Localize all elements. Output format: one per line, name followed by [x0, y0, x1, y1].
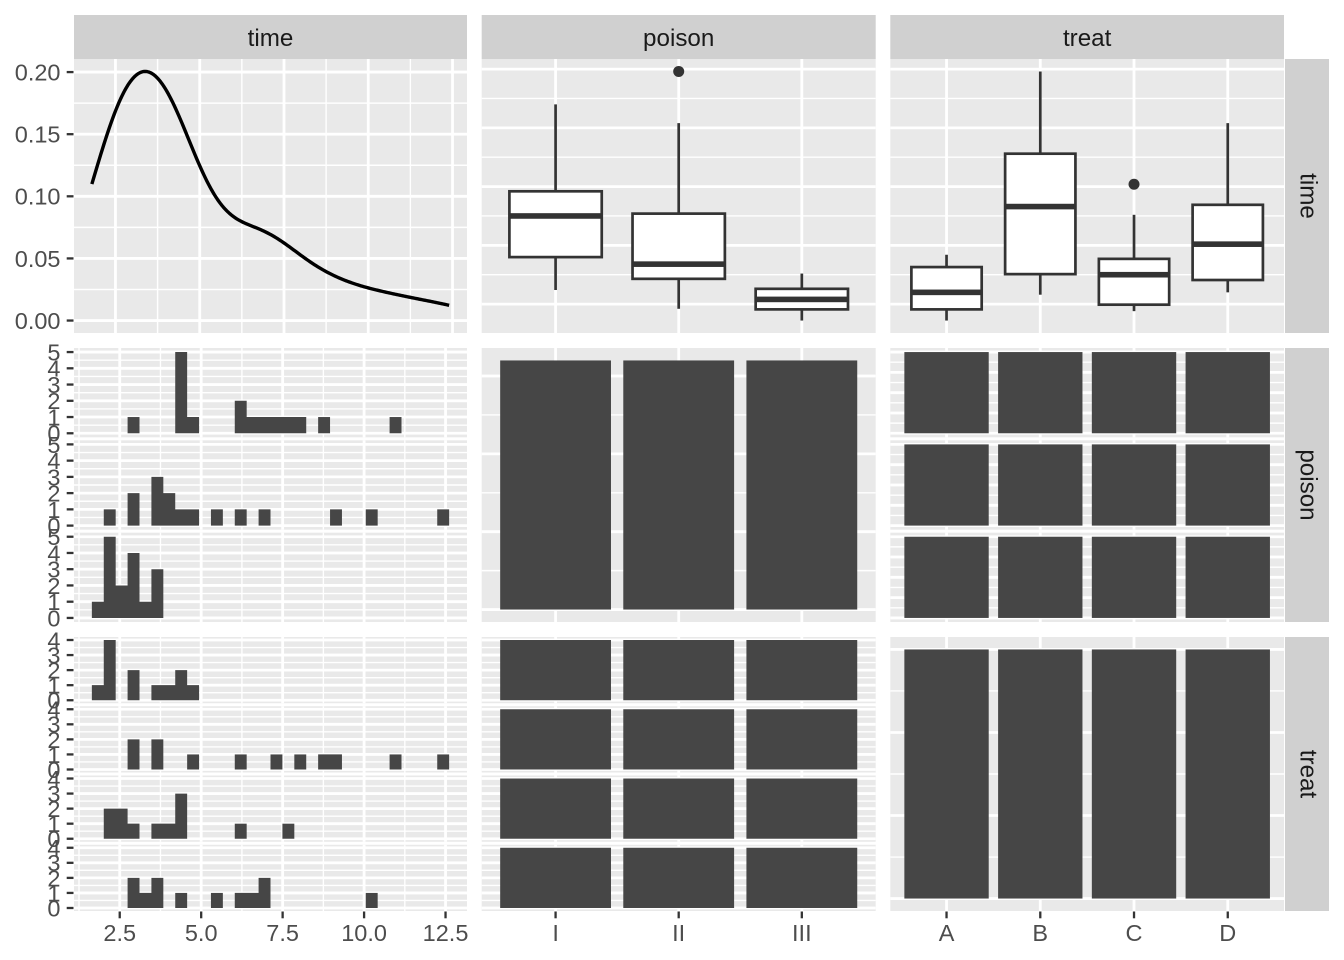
svg-text:treat: treat: [1295, 750, 1322, 799]
svg-text:7.5: 7.5: [266, 920, 299, 946]
svg-text:time: time: [1295, 173, 1322, 219]
svg-text:12.5: 12.5: [423, 920, 469, 946]
svg-text:3: 3: [47, 712, 60, 738]
svg-text:0.15: 0.15: [15, 122, 61, 148]
svg-text:A: A: [939, 920, 955, 946]
svg-text:I: I: [552, 920, 559, 946]
svg-text:II: II: [672, 920, 685, 946]
svg-text:0.05: 0.05: [15, 246, 61, 272]
svg-text:3: 3: [47, 557, 60, 583]
svg-text:2: 2: [47, 865, 60, 891]
svg-text:0: 0: [47, 826, 60, 852]
svg-text:1: 1: [47, 742, 60, 768]
svg-text:10.0: 10.0: [341, 920, 387, 946]
svg-text:1: 1: [47, 589, 60, 615]
svg-text:B: B: [1032, 920, 1048, 946]
svg-text:4: 4: [47, 835, 60, 861]
svg-text:4: 4: [47, 766, 60, 792]
svg-text:4: 4: [47, 448, 60, 474]
svg-text:III: III: [792, 920, 812, 946]
svg-text:treat: treat: [1063, 25, 1112, 52]
svg-text:2: 2: [47, 388, 60, 414]
svg-text:0.00: 0.00: [15, 308, 61, 334]
svg-text:0.20: 0.20: [15, 59, 61, 85]
svg-text:5: 5: [47, 432, 60, 458]
svg-text:4: 4: [47, 356, 60, 382]
svg-text:4: 4: [47, 697, 60, 723]
svg-text:2: 2: [47, 796, 60, 822]
svg-text:3: 3: [47, 642, 60, 668]
svg-text:0: 0: [47, 688, 60, 714]
svg-text:3: 3: [47, 372, 60, 398]
svg-text:2: 2: [47, 727, 60, 753]
svg-text:0: 0: [47, 895, 60, 921]
svg-text:0.10: 0.10: [15, 184, 61, 210]
svg-text:1: 1: [47, 404, 60, 430]
svg-text:4: 4: [47, 627, 60, 653]
svg-text:0: 0: [47, 513, 60, 539]
svg-text:1: 1: [47, 811, 60, 837]
svg-text:poison: poison: [1295, 449, 1322, 520]
svg-text:2: 2: [47, 658, 60, 684]
svg-text:D: D: [1219, 920, 1236, 946]
svg-text:0: 0: [47, 605, 60, 631]
svg-text:3: 3: [47, 850, 60, 876]
svg-text:poison: poison: [643, 25, 714, 52]
svg-text:4: 4: [47, 540, 60, 566]
svg-text:5.0: 5.0: [185, 920, 218, 946]
svg-text:C: C: [1126, 920, 1143, 946]
svg-text:1: 1: [47, 880, 60, 906]
svg-text:1: 1: [47, 673, 60, 699]
svg-text:0: 0: [47, 421, 60, 447]
svg-text:2: 2: [47, 573, 60, 599]
svg-text:1: 1: [47, 497, 60, 523]
svg-text:time: time: [248, 25, 294, 52]
svg-text:5: 5: [47, 339, 60, 365]
svg-text:3: 3: [47, 464, 60, 490]
svg-text:0: 0: [47, 757, 60, 783]
svg-text:3: 3: [47, 781, 60, 807]
svg-text:2.5: 2.5: [103, 920, 136, 946]
svg-text:2: 2: [47, 481, 60, 507]
svg-text:5: 5: [47, 524, 60, 550]
